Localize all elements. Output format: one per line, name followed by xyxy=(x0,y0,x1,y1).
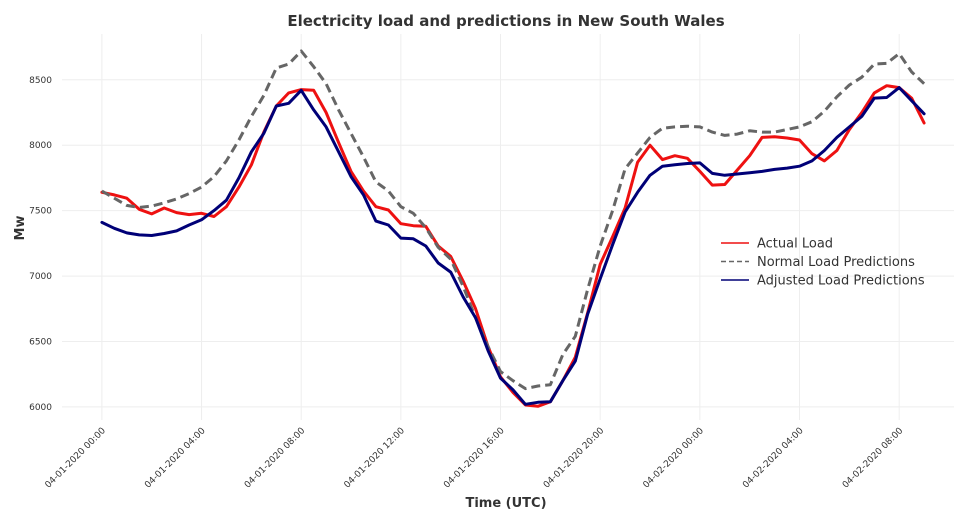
series-line-normal-load-predictions xyxy=(101,49,926,391)
chart-title: Electricity load and predictions in New … xyxy=(287,12,724,30)
y-tick-label: 7500 xyxy=(29,207,52,217)
y-tick-label: 6000 xyxy=(29,403,52,413)
y-tick-label: 7000 xyxy=(29,272,52,282)
legend-label-adjusted-load-predictions: Adjusted Load Predictions xyxy=(757,274,925,289)
x-tick-label: 04-01-2020 04:00 xyxy=(143,426,208,491)
y-axis-label: Mw xyxy=(13,216,28,241)
legend-label-actual-load: Actual Load xyxy=(757,237,833,252)
x-tick-label: 04-02-2020 00:00 xyxy=(642,426,707,491)
x-tick-label: 04-01-2020 00:00 xyxy=(44,426,109,491)
x-axis-label: Time (UTC) xyxy=(465,496,546,511)
series-line-actual-load xyxy=(100,84,926,408)
x-tick-label: 04-01-2020 20:00 xyxy=(542,426,607,491)
x-tick-label: 04-02-2020 08:00 xyxy=(841,426,906,491)
grid xyxy=(62,34,954,420)
series-lines xyxy=(100,49,926,408)
x-tick-label: 04-01-2020 16:00 xyxy=(442,426,507,491)
y-tick-label: 8500 xyxy=(29,76,52,86)
legend: Actual Load Normal Load Predictions Adjust… xyxy=(721,237,925,289)
x-tick-label: 04-01-2020 08:00 xyxy=(243,426,308,491)
x-tick-label: 04-01-2020 12:00 xyxy=(343,426,408,491)
series-line-adjusted-load-predictions xyxy=(100,86,926,406)
y-axis-ticks: 6000 6500 7000 7500 8000 8500 xyxy=(29,76,52,413)
y-tick-label: 6500 xyxy=(29,337,52,347)
y-tick-label: 8000 xyxy=(29,141,52,151)
x-tick-label: 04-02-2020 04:00 xyxy=(741,426,806,491)
x-axis-ticks: 04-01-2020 00:00 04-01-2020 04:00 04-01-20… xyxy=(44,426,906,491)
legend-label-normal-load-predictions: Normal Load Predictions xyxy=(757,255,915,270)
